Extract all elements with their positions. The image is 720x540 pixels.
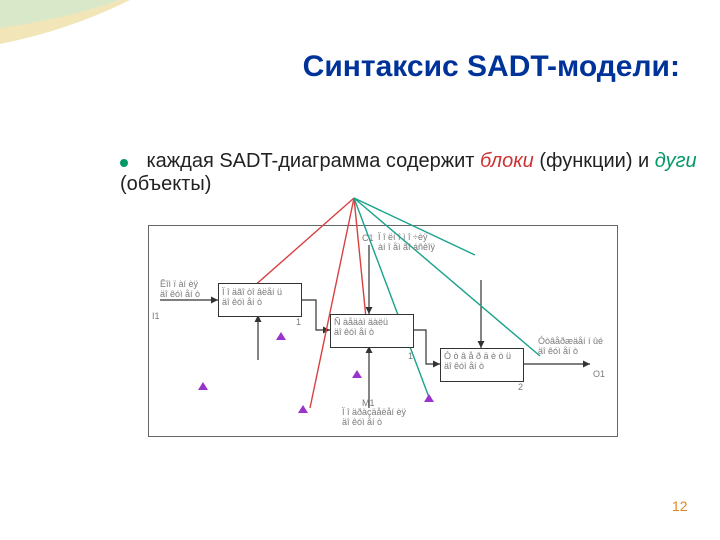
- triangle-marker: [198, 382, 208, 390]
- page-title: Синтаксис SADT-модели:: [303, 50, 680, 84]
- corner-decoration: [0, 0, 170, 85]
- diagram-label: 1: [408, 352, 413, 362]
- bullet-text-part: дуги: [655, 150, 697, 172]
- bullet-row: каждая SADT-диаграмма содержит блоки (фу…: [120, 150, 720, 196]
- page-number: 12: [672, 498, 688, 514]
- triangle-marker: [352, 370, 362, 378]
- bullet-text: каждая SADT-диаграмма содержит блоки (фу…: [120, 150, 697, 195]
- diagram-label: Êîì ï àí èÿ äî êóì åí ò: [160, 280, 200, 300]
- diagram-label: 2: [518, 383, 523, 393]
- bullet-text-part: (функции) и: [534, 150, 655, 172]
- bullet-text-part: блоки: [480, 150, 534, 172]
- triangle-marker: [276, 332, 286, 340]
- bullet-text-part: каждая SADT-диаграмма содержит: [146, 150, 480, 172]
- bullet-dot: [120, 159, 128, 167]
- diagram-label: Ï î ëí î ì î ÷èÿ àí î åì ãî áñêîÿ: [378, 233, 435, 253]
- diagram-label: I1: [152, 312, 160, 322]
- diagram-label: C1: [362, 234, 374, 244]
- diagram-label: O1: [593, 370, 605, 380]
- diagram-label: Ñ àåäàì äàëü äî êóì åí ò: [334, 318, 388, 338]
- diagram-label: 1: [296, 318, 301, 328]
- diagram-label: Ó ò â å ð ä è ò ü äî êóì åí ò: [444, 352, 511, 372]
- diagram-label: Óòâåðæäåí í ûé äî êóì åí ò: [538, 337, 603, 357]
- triangle-marker: [298, 405, 308, 413]
- triangle-marker: [424, 394, 434, 402]
- bullet-text-part: (объекты): [120, 173, 211, 195]
- diagram-label: Ï î äãî òî âëåí ü äî êóì åí ò: [222, 288, 282, 308]
- diagram-label: Ï î äðàçäåëåí èÿ äî êóì åí ò: [342, 408, 406, 428]
